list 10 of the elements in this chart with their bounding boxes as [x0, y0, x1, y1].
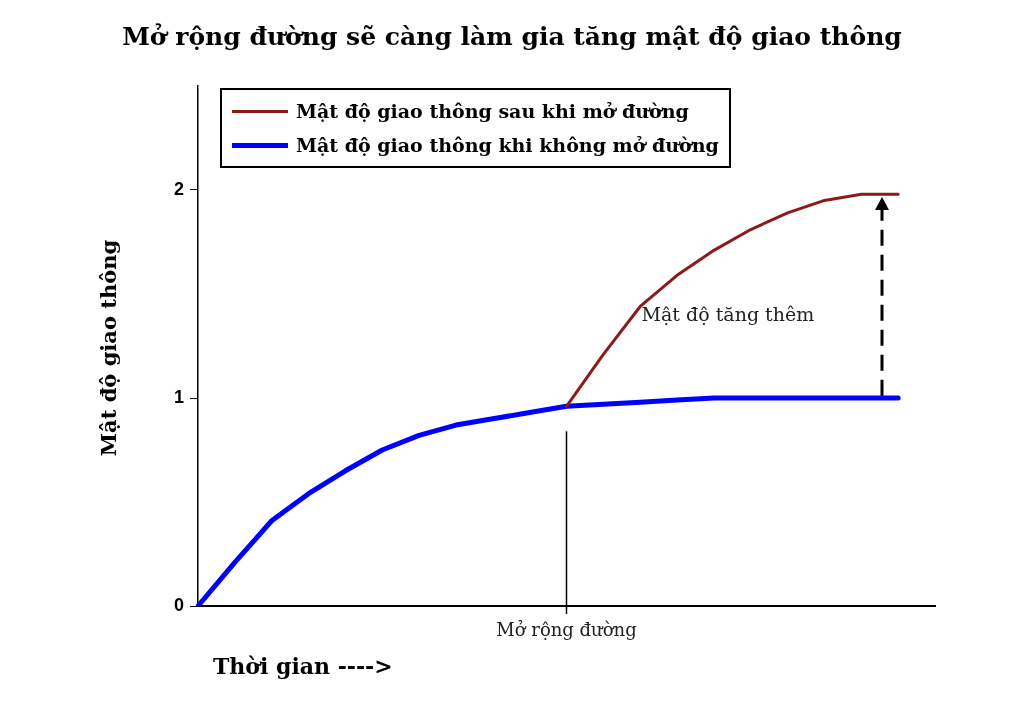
x-axis-title: Thời gian ----> — [213, 653, 393, 679]
y-axis-title: Mật độ giao thông — [95, 239, 121, 457]
y-tick-label: 0 — [173, 594, 184, 615]
y-tick-label: 2 — [173, 178, 184, 199]
legend-label: Mật độ giao thông sau khi mở đường — [296, 100, 689, 122]
y-tick-label: 1 — [173, 386, 184, 407]
legend-label: Mật độ giao thông khi không mở đường — [296, 134, 719, 156]
annotation: Mật độ tăng thêm — [641, 303, 815, 326]
chart-title: Mở rộng đường sẽ càng làm gia tăng mật độ giao thông — [121, 22, 903, 51]
text: Mở rộng đường — [496, 618, 637, 640]
